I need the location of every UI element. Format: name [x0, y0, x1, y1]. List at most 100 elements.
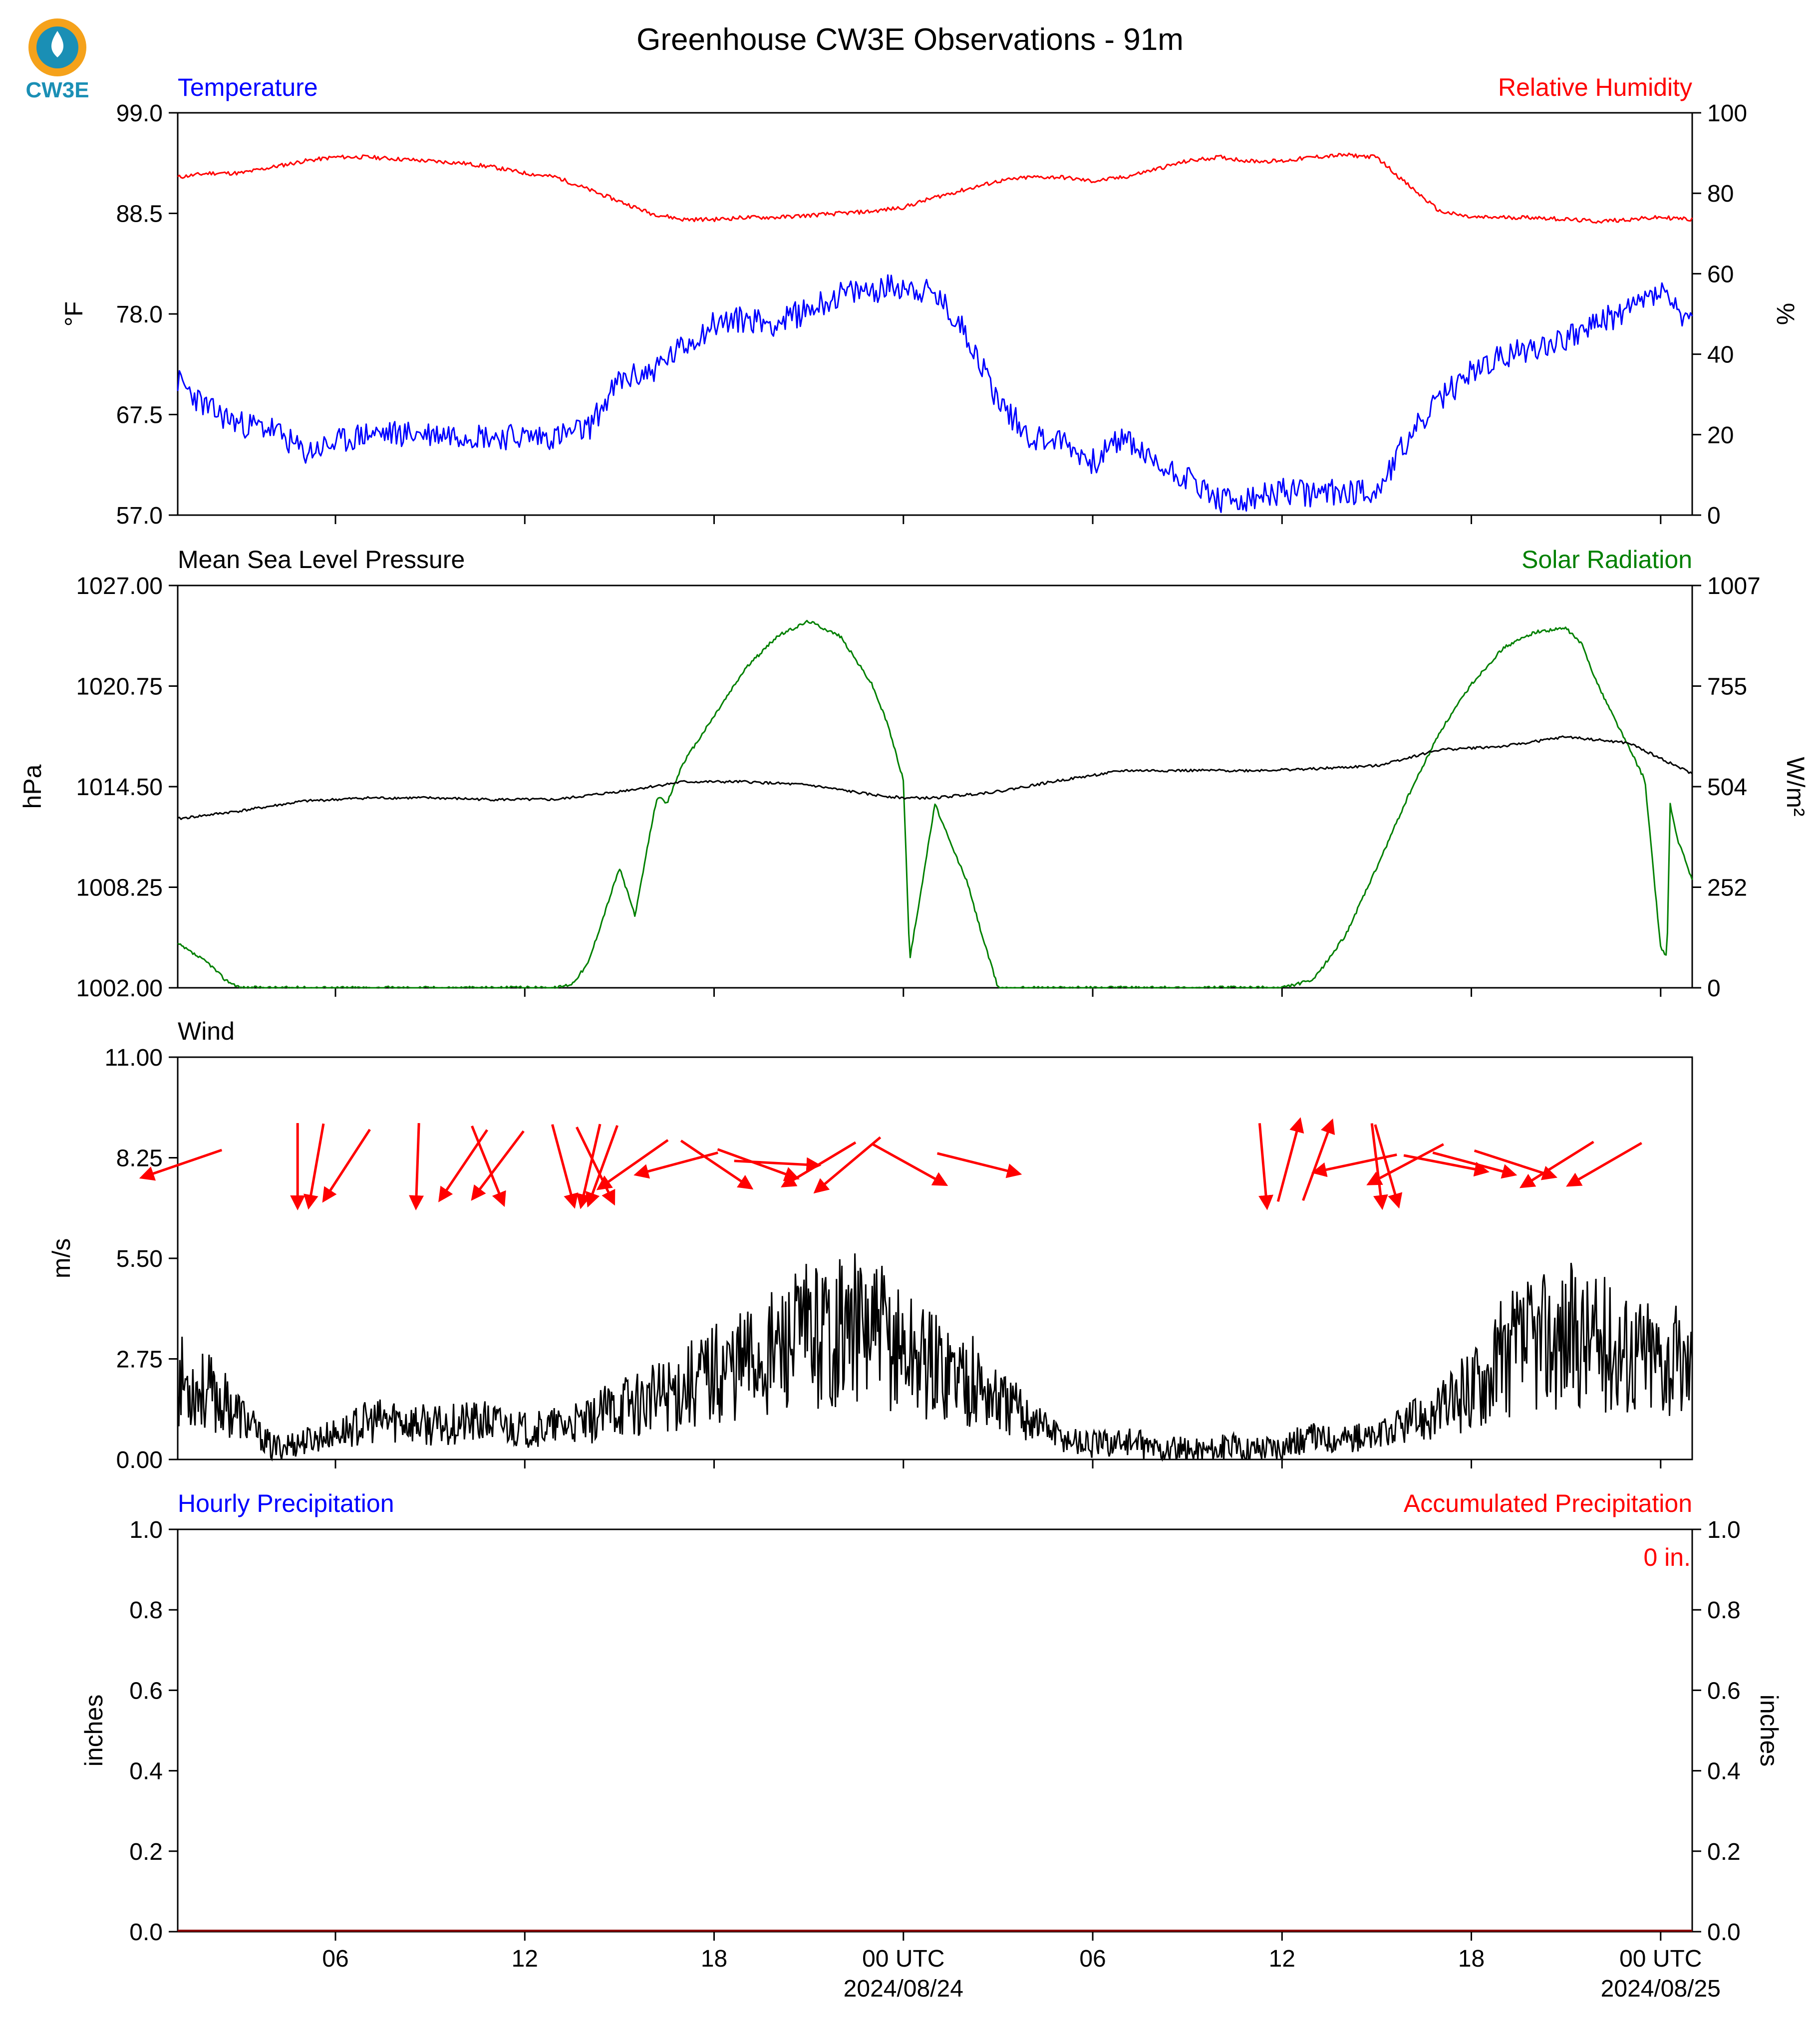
y-tick-label: 57.0 [116, 503, 163, 529]
y-tick-label: 0.0 [129, 1919, 163, 1946]
logo-text: CW3E [25, 78, 89, 102]
wind-arrow [322, 1129, 371, 1203]
y-tick-label: 0.8 [129, 1597, 163, 1624]
x-tick-label: 06 [322, 1946, 348, 1972]
pressure-line [177, 735, 1693, 820]
wind-arrow [1474, 1149, 1558, 1180]
y-tick-label: 0.0 [1707, 1919, 1741, 1946]
y-tick-label: 0.8 [1707, 1597, 1741, 1624]
wind-arrow [139, 1149, 223, 1181]
panel-pressure-solar: Mean Sea Level Pressure Solar Radiation … [18, 546, 1810, 1002]
y-tick-label: 1.0 [129, 1517, 163, 1543]
wind-arrow [551, 1124, 579, 1209]
solar-axis-ticks: 1007 755 504 252 0 [1692, 573, 1761, 1002]
y-tick-label: 252 [1707, 875, 1747, 901]
x-tick-label: 12 [1269, 1946, 1295, 1972]
wind-arrow [409, 1123, 424, 1210]
y-tick-label: 1.0 [1707, 1517, 1741, 1543]
panel-wind: Wind m/s 11.00 8.25 5.50 2.75 0.00 [47, 1017, 1693, 1473]
panel-frame [177, 112, 1693, 516]
panel-frame [177, 1528, 1693, 1933]
x-tick-marks [334, 988, 1662, 997]
solar-unit: W/m² [1782, 757, 1810, 816]
y-tick-label: 20 [1707, 422, 1734, 449]
x-tick-marks [334, 1459, 1662, 1468]
y-tick-label: 1002.00 [76, 975, 163, 1002]
wind-direction-arrows [139, 1117, 1642, 1210]
x-tick-label: 00 UTC [1619, 1946, 1702, 1972]
wind-speed-line [177, 1253, 1693, 1462]
x-tick-label: 00 UTC [862, 1946, 944, 1972]
y-tick-label: 0.4 [129, 1758, 163, 1785]
panel-precipitation: Hourly Precipitation Accumulated Precipi… [80, 1489, 1783, 2002]
y-tick-label: 2.75 [116, 1347, 163, 1373]
hourly-precip-unit: inches [80, 1695, 108, 1767]
wind-arrow [680, 1140, 754, 1190]
wind-arrow [781, 1141, 857, 1187]
wind-arrow [1519, 1141, 1594, 1188]
y-tick-label: 1020.75 [76, 674, 163, 700]
figure-title: Greenhouse CW3E Observations - 91m [636, 22, 1184, 57]
y-tick-label: 88.5 [116, 201, 163, 228]
humidity-unit: % [1772, 303, 1800, 325]
pressure-axis-ticks: 1027.00 1020.75 1014.50 1008.25 1002.00 [76, 573, 178, 1002]
panel-series [177, 152, 1693, 513]
accumulated-precip-unit: inches [1755, 1695, 1783, 1767]
y-tick-label: 1014.50 [76, 774, 163, 801]
pressure-unit: hPa [18, 764, 46, 809]
y-tick-label: 0.6 [1707, 1678, 1741, 1704]
hourly-precip-axis-ticks: 1.0 0.8 0.6 0.4 0.2 0.0 [129, 1517, 178, 1946]
wind-arrow [936, 1152, 1022, 1178]
wind-arrow [1403, 1154, 1490, 1177]
panel-frame [177, 584, 1693, 989]
y-tick-label: 0 [1707, 975, 1721, 1002]
wind-arrow [1370, 1123, 1388, 1210]
y-tick-label: 1007 [1707, 573, 1761, 599]
precip-total-label: 0 in. [1643, 1543, 1691, 1571]
pressure-label: Mean Sea Level Pressure [178, 546, 465, 574]
panel-series [177, 1253, 1693, 1462]
x-tick-marks [334, 1932, 1662, 1941]
drop-icon [51, 31, 64, 57]
hourly-precip-label: Hourly Precipitation [178, 1489, 394, 1517]
y-tick-label: 0.2 [1707, 1839, 1741, 1865]
x-date-label: 2024/08/25 [1601, 1976, 1721, 2002]
wind-arrow [1432, 1151, 1517, 1179]
solar-label: Solar Radiation [1521, 546, 1692, 574]
y-tick-label: 99.0 [116, 100, 163, 127]
humidity-label: Relative Humidity [1498, 73, 1692, 101]
wind-arrow [1366, 1143, 1444, 1185]
wind-label: Wind [178, 1017, 235, 1045]
y-tick-label: 0.2 [129, 1839, 163, 1865]
y-tick-label: 80 [1707, 181, 1734, 207]
y-tick-label: 5.50 [116, 1246, 163, 1272]
y-tick-label: 0.00 [116, 1447, 163, 1473]
x-tick-label: 18 [1458, 1946, 1485, 1972]
wind-arrow [576, 1124, 602, 1209]
y-tick-label: 100 [1707, 100, 1747, 127]
wind-arrow [813, 1136, 882, 1194]
temperature-label: Temperature [178, 73, 318, 101]
humidity-axis-ticks: 100 80 60 40 20 0 [1692, 100, 1747, 529]
x-tick-labels: 06 12 18 00 UTC 06 12 18 00 UTC 2024/08/24 2024/0… [322, 1946, 1721, 2002]
humidity-line [177, 152, 1693, 224]
panel-series [177, 619, 1693, 989]
y-tick-label: 11.00 [104, 1045, 163, 1071]
y-tick-label: 8.25 [116, 1146, 163, 1172]
y-tick-label: 0.4 [1707, 1758, 1741, 1785]
wind-arrow [1258, 1123, 1273, 1210]
temperature-axis-ticks: 99.0 88.5 78.0 67.5 57.0 [116, 100, 178, 529]
x-tick-label: 18 [701, 1946, 727, 1972]
y-tick-label: 0 [1707, 503, 1721, 529]
x-date-label: 2024/08/24 [844, 1976, 963, 2002]
wind-arrow [596, 1139, 669, 1190]
x-tick-label: 12 [512, 1946, 538, 1972]
y-tick-label: 78.0 [116, 301, 163, 328]
cw3e-logo: CW3E [25, 18, 89, 102]
wind-axis-ticks: 11.00 8.25 5.50 2.75 0.00 [104, 1045, 178, 1473]
y-tick-label: 60 [1707, 261, 1734, 288]
wind-arrow [303, 1123, 325, 1210]
wind-arrow [585, 1125, 619, 1208]
y-tick-label: 0.6 [129, 1678, 163, 1704]
